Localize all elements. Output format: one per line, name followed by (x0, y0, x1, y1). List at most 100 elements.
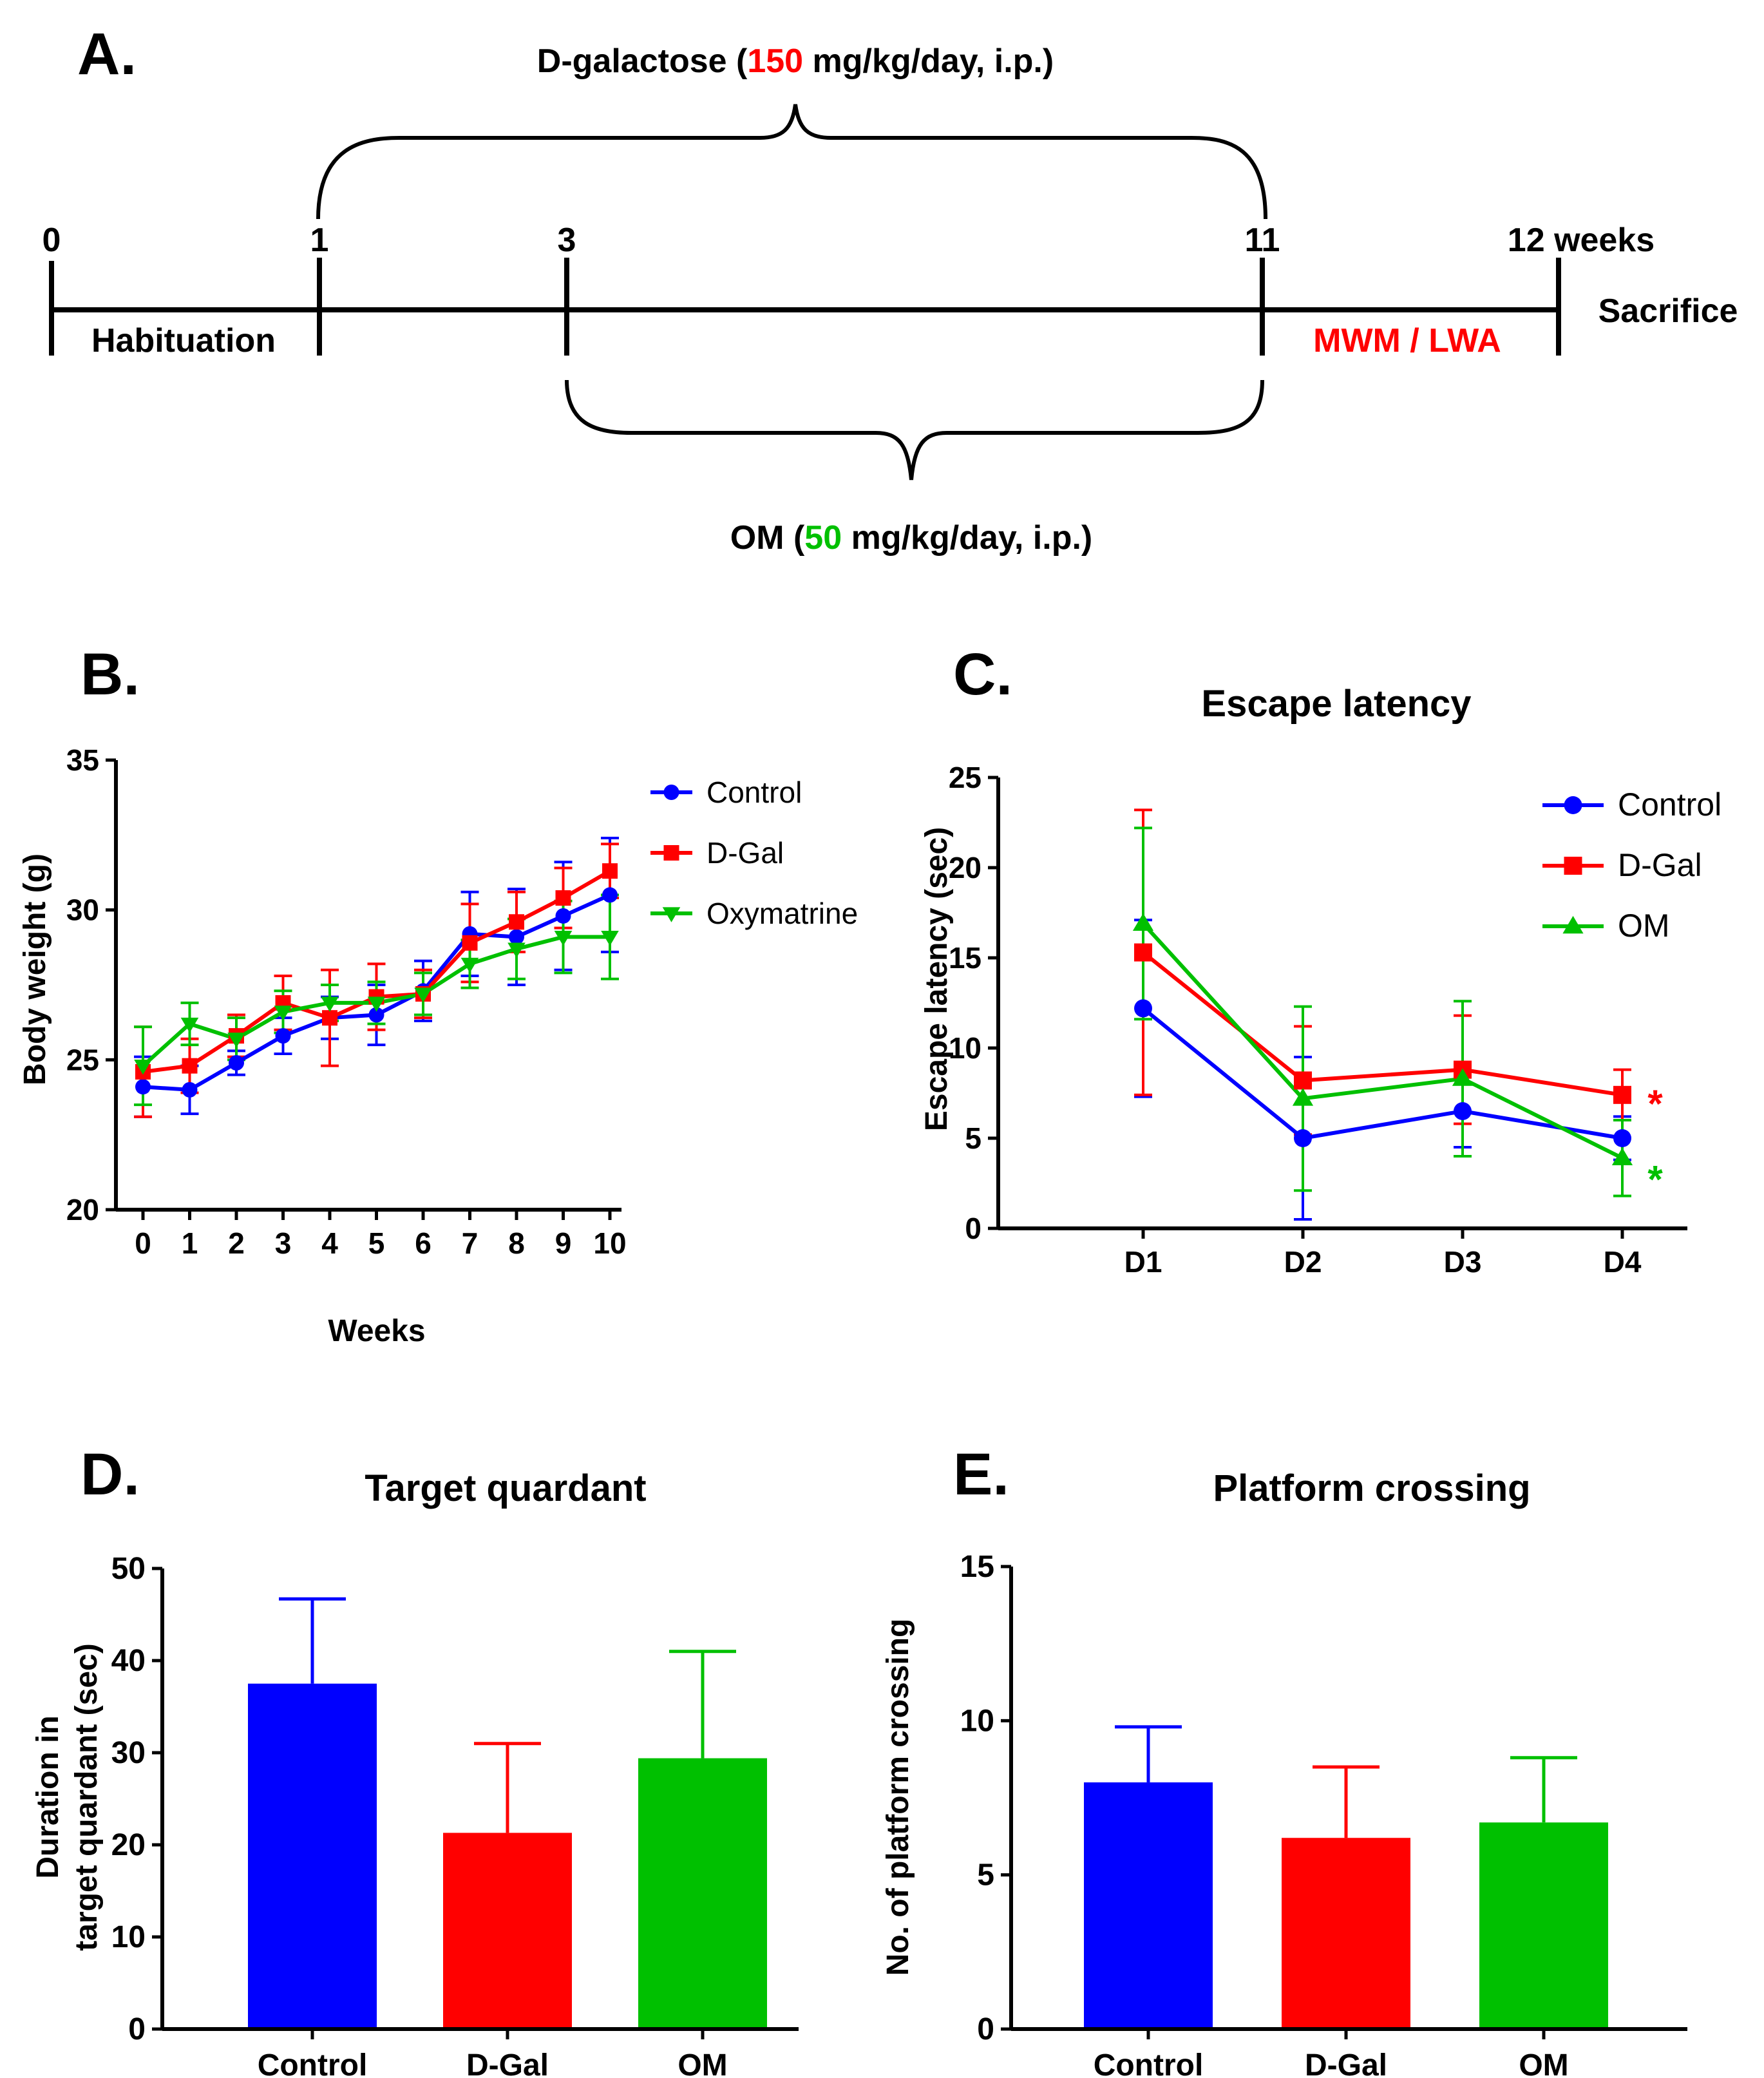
panel-b-markers (134, 863, 619, 1098)
point-control-8 (509, 929, 524, 945)
point-control-3 (275, 1028, 291, 1044)
point-d-gal-3 (1613, 1085, 1631, 1104)
legend-marker-control (663, 785, 679, 800)
y-tick-label-20: 20 (949, 851, 982, 884)
x-tick-label-d1: D1 (1124, 1245, 1162, 1279)
bar-d-gal (1282, 1838, 1410, 2029)
significance-asterisk-0: * (1647, 1082, 1663, 1125)
point-oxymatrine-4 (321, 996, 339, 1012)
panel-b-error-bars (134, 836, 619, 1118)
x-tick-label-0: 0 (135, 1226, 151, 1260)
point-control-2 (1454, 1102, 1472, 1120)
point-oxymatrine-7 (460, 957, 479, 973)
panel-c-escape-latency: C. Escape latency 0 5 10 15 20 25 D1 D2 D3 D4 Con… (920, 642, 1721, 1279)
point-control-9 (555, 908, 571, 924)
panel-b-y-axis-title: Body weight (g) (18, 853, 52, 1085)
panel-e-label: E. (953, 1442, 1009, 1507)
y-tick-label-10: 10 (960, 1704, 994, 1738)
y-tick-label-25: 25 (949, 761, 982, 794)
x-tick-label-d4: D4 (1604, 1245, 1642, 1279)
panel-b-axes: 20 25 30 35 0 1 2 3 4 5 6 7 8 9 10 (66, 743, 627, 1260)
y-tick-label-20: 20 (66, 1193, 99, 1226)
y-tick-label-5: 5 (977, 1858, 994, 1892)
significance-asterisk-1: * (1647, 1158, 1663, 1201)
point-om-0 (1132, 913, 1154, 931)
y-tick-label-25: 25 (66, 1043, 99, 1076)
panel-c-label: C. (953, 642, 1012, 707)
y-tick-label-20: 20 (111, 1828, 146, 1862)
timeline-label-0: 0 (43, 222, 61, 259)
habituation-label: Habituation (91, 322, 276, 359)
x-tick-label-om: OM (678, 2048, 727, 2078)
x-tick-label-8: 8 (508, 1226, 525, 1260)
x-tick-label-6: 6 (415, 1226, 432, 1260)
series-line-om (1141, 922, 1624, 1160)
om-treatment-label: OM (50 mg/kg/day, i.p.) (730, 519, 1092, 557)
point-oxymatrine-2 (227, 1033, 245, 1048)
point-oxymatrine-8 (507, 942, 526, 958)
panel-d-bars (248, 1597, 767, 2029)
timeline-label-1: 1 (310, 222, 329, 259)
panel-c-title: Escape latency (1201, 683, 1471, 725)
point-om-3 (1611, 1147, 1633, 1165)
sacrifice-label: Sacrifice (1598, 292, 1738, 330)
legend-marker-oxymatrine (662, 907, 681, 922)
om-brace (565, 379, 1264, 481)
legend-label-control: Control (1618, 786, 1721, 823)
tests-label: MWM / LWA (1313, 322, 1501, 359)
point-oxymatrine-6 (414, 987, 432, 1003)
panel-b-x-axis-title: Weeks (328, 1314, 425, 1348)
y-tick-label-15: 15 (949, 941, 982, 975)
panel-e-axes: Control D-Gal OM 0 5 10 15 (960, 1550, 1687, 2078)
series-line-d-gal (1142, 951, 1623, 1097)
dgal-brace (316, 104, 1267, 220)
x-tick-label-10: 10 (593, 1226, 626, 1260)
legend-marker-d-gal (1564, 857, 1582, 875)
y-tick-label-40: 40 (111, 1644, 146, 1678)
point-oxymatrine-5 (367, 996, 386, 1012)
panel-a-timeline: A. D-galactose (150 mg/kg/day, i.p.) 0 1… (43, 21, 1738, 557)
point-d-gal-0 (1134, 943, 1152, 962)
point-d-gal-8 (509, 914, 524, 930)
x-tick-label-4: 4 (321, 1226, 338, 1260)
legend-label-d-gal: D-Gal (707, 836, 784, 870)
panel-d-y-axis-title-line-2: target quardant (sec) (70, 1643, 104, 1950)
y-tick-label-35: 35 (66, 743, 99, 777)
x-tick-label-1: 1 (182, 1226, 198, 1260)
panel-b-label: B. (81, 642, 140, 707)
legend-marker-d-gal (663, 845, 679, 861)
point-control-1 (1294, 1129, 1312, 1147)
panel-c-legend: Control D-Gal OM (1542, 786, 1721, 944)
x-tick-label-d2: D2 (1284, 1245, 1322, 1279)
x-tick-label-control: Control (1094, 2048, 1204, 2078)
point-om-2 (1452, 1068, 1474, 1086)
panel-e-platform-crossing: E. Platform crossing Control D-Gal OM 0 5 10 1… (881, 1442, 1687, 2078)
x-tick-label-9: 9 (555, 1226, 572, 1260)
panel-c-axes: 0 5 10 15 20 25 D1 D2 D3 D4 (949, 761, 1687, 1279)
panel-b-body-weight: B. 20 25 30 35 0 1 2 3 4 5 6 7 8 9 10 Control D-Gal Oxym… (18, 642, 858, 1348)
legend-label-om: OM (1618, 908, 1670, 944)
y-tick-label-5: 5 (965, 1121, 982, 1155)
x-tick-label-om: OM (1519, 2048, 1568, 2078)
y-tick-label-0: 0 (965, 1212, 982, 1245)
point-control-2 (229, 1054, 244, 1071)
legend-label-control: Control (707, 776, 802, 809)
legend-marker-control (1564, 796, 1582, 814)
point-oxymatrine-1 (180, 1017, 199, 1033)
x-tick-label-5: 5 (368, 1226, 385, 1260)
timeline-label-11: 11 (1245, 222, 1280, 259)
panel-c-error-bars (1134, 808, 1631, 1221)
panel-d-axes: Control D-Gal OM 0 10 20 30 40 50 (111, 1552, 799, 2078)
point-oxymatrine-0 (134, 1060, 152, 1075)
point-control-5 (368, 1007, 384, 1023)
point-d-gal-7 (462, 935, 478, 951)
point-oxymatrine-3 (274, 1006, 292, 1021)
panel-e-y-axis-title: No. of platform crossing (881, 1619, 915, 1976)
panel-e-bars (1084, 1725, 1608, 2029)
x-tick-label-d-gal: D-Gal (1305, 2048, 1387, 2078)
panel-a-label: A. (77, 21, 137, 87)
point-d-gal-4 (322, 1010, 337, 1026)
x-tick-label-control: Control (258, 2048, 368, 2078)
panel-e-title: Platform crossing (1213, 1467, 1530, 1509)
